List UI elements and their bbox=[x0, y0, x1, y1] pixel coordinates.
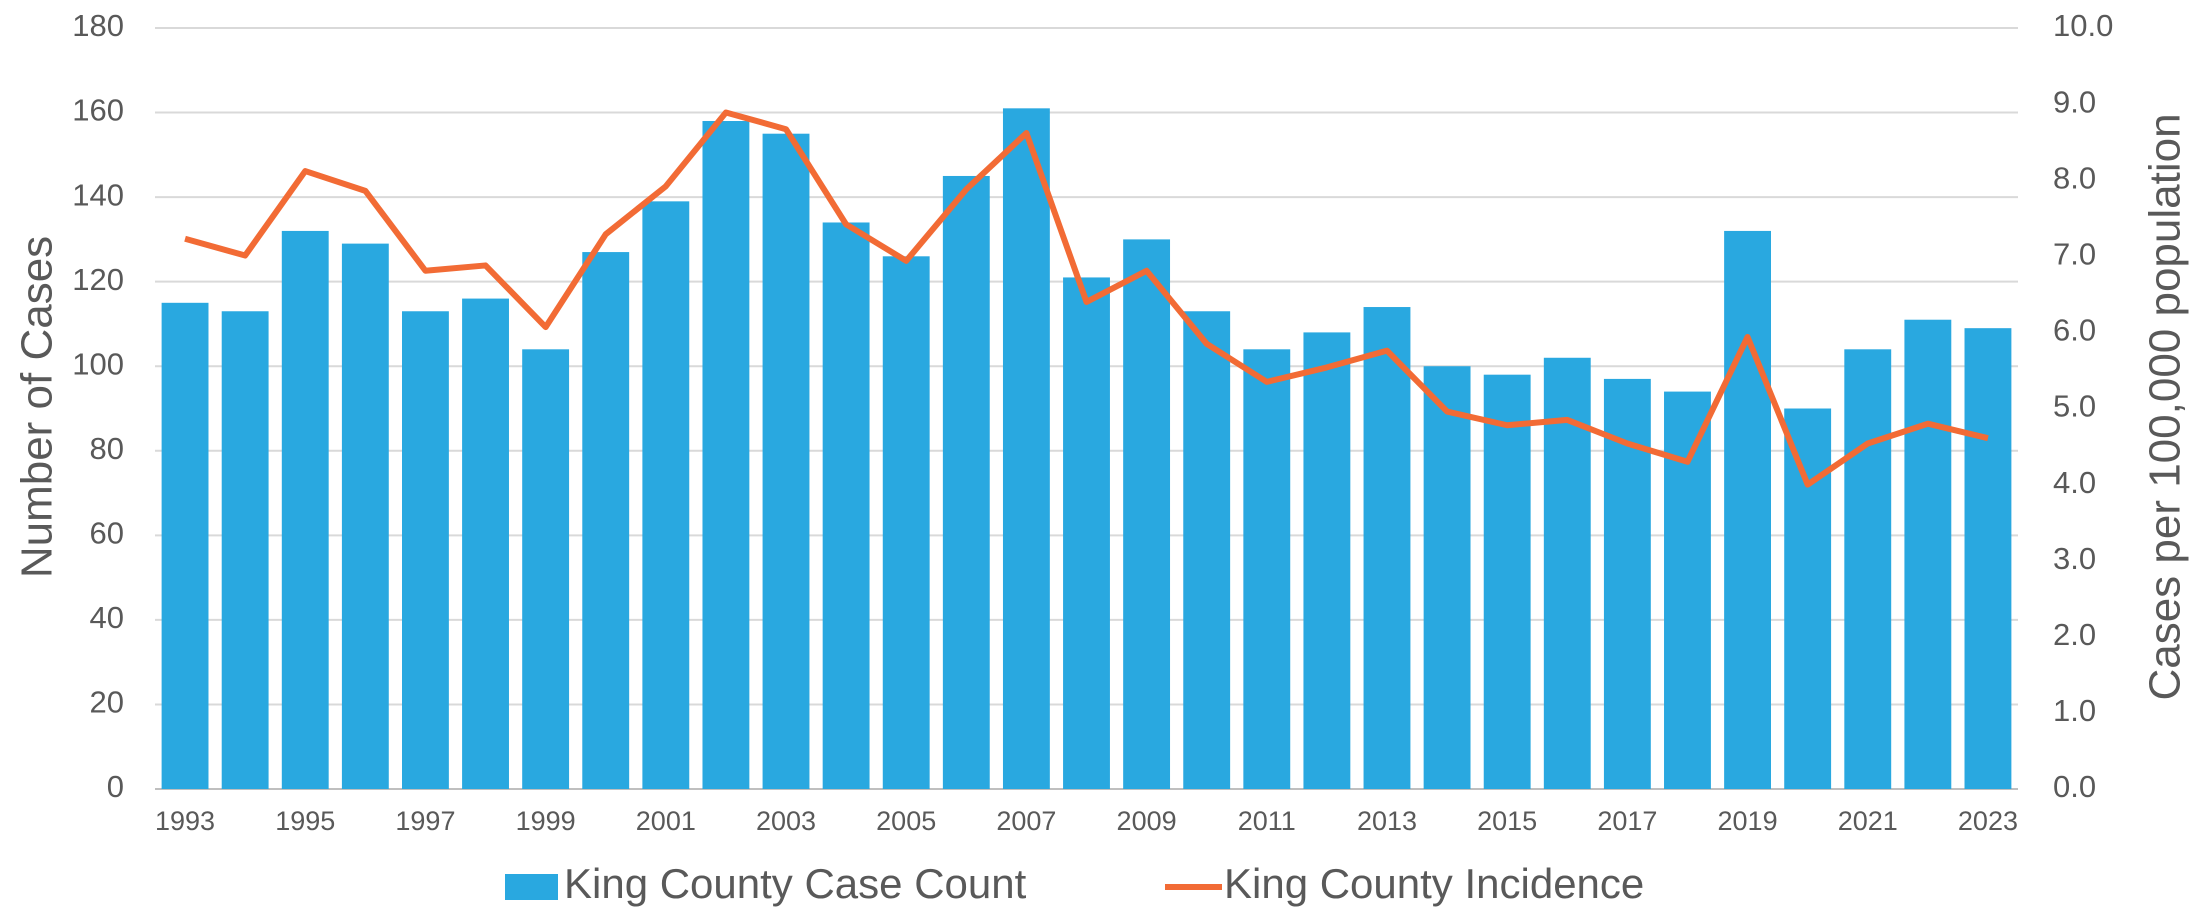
bar bbox=[1784, 408, 1832, 789]
y2-tick-label: 9.0 bbox=[2053, 84, 2096, 119]
y-tick-label: 60 bbox=[90, 516, 124, 551]
bar bbox=[582, 252, 630, 790]
x-tick-label: 2009 bbox=[1117, 806, 1177, 836]
y2-axis-label: Cases per 100,000 population bbox=[2141, 113, 2190, 700]
bar bbox=[1183, 311, 1231, 789]
bar bbox=[762, 133, 810, 789]
bar bbox=[462, 298, 509, 789]
line bbox=[184, 109, 1989, 488]
y-tick-label: 160 bbox=[72, 93, 124, 128]
y-tick-label: 140 bbox=[72, 177, 124, 212]
bar bbox=[702, 121, 750, 789]
x-tick-label: 2003 bbox=[756, 806, 816, 836]
x-tick-label: 2001 bbox=[636, 806, 696, 836]
legend-swatch bbox=[505, 874, 558, 900]
y-tick-label: 20 bbox=[90, 685, 124, 720]
bar bbox=[942, 175, 990, 789]
x-tick-label: 1999 bbox=[516, 806, 576, 836]
bar bbox=[522, 349, 570, 789]
x-tick-label: 1997 bbox=[395, 806, 455, 836]
bar bbox=[1964, 328, 2012, 789]
bar bbox=[1844, 349, 1892, 789]
y-tick-label: 80 bbox=[90, 431, 124, 466]
y2-tick-label: 4.0 bbox=[2053, 465, 2096, 500]
y2-tick-label: 5.0 bbox=[2053, 389, 2096, 424]
x-tick-label: 2021 bbox=[1838, 806, 1898, 836]
bar bbox=[1063, 277, 1110, 789]
y2-tick-label: 2.0 bbox=[2053, 617, 2096, 652]
x-tick-label: 2013 bbox=[1357, 806, 1417, 836]
bar bbox=[642, 201, 690, 790]
x-tick-label: 1993 bbox=[155, 806, 215, 836]
x-tick-label: 2023 bbox=[1958, 806, 2018, 836]
bar bbox=[1243, 349, 1291, 789]
y2-tick-label: 0.0 bbox=[2053, 769, 2096, 804]
y2-tick-label: 10.0 bbox=[2053, 8, 2113, 43]
bar bbox=[1904, 319, 1952, 789]
y2-tick-label: 6.0 bbox=[2053, 313, 2096, 348]
x-tick-label: 2015 bbox=[1477, 806, 1537, 836]
x-tick-label: 2011 bbox=[1238, 806, 1296, 836]
bar bbox=[161, 302, 209, 789]
bar bbox=[1724, 230, 1772, 789]
bar bbox=[1123, 239, 1171, 789]
bar bbox=[1664, 391, 1711, 789]
bar bbox=[822, 222, 870, 789]
y-tick-label: 180 bbox=[72, 8, 124, 43]
legend-label: King County Incidence bbox=[1224, 860, 1644, 907]
bar bbox=[401, 311, 449, 789]
y2-tick-label: 1.0 bbox=[2053, 693, 2096, 728]
bar bbox=[341, 243, 389, 789]
bar bbox=[1543, 357, 1591, 789]
y-tick-label: 0 bbox=[107, 769, 124, 804]
y-tick-label: 40 bbox=[90, 600, 124, 635]
bar bbox=[1002, 108, 1050, 790]
x-tick-label: 2019 bbox=[1718, 806, 1778, 836]
y-tick-label: 100 bbox=[72, 346, 124, 381]
bar bbox=[281, 230, 329, 789]
x-tick-label: 2005 bbox=[876, 806, 936, 836]
y-axis-label: Number of Cases bbox=[13, 236, 62, 578]
x-tick-label: 1995 bbox=[275, 806, 335, 836]
bar bbox=[1423, 366, 1471, 789]
bar bbox=[1303, 332, 1351, 789]
bar bbox=[882, 256, 930, 789]
x-tick-label: 2007 bbox=[996, 806, 1056, 836]
legend-label: King County Case Count bbox=[564, 860, 1027, 907]
y-tick-label: 120 bbox=[72, 262, 124, 297]
bar bbox=[1363, 307, 1411, 789]
x-tick-label: 2017 bbox=[1597, 806, 1657, 836]
y2-tick-label: 8.0 bbox=[2053, 160, 2096, 195]
y2-tick-label: 3.0 bbox=[2053, 541, 2096, 576]
bar bbox=[221, 311, 269, 789]
y2-tick-label: 7.0 bbox=[2053, 236, 2096, 271]
bar bbox=[1483, 374, 1531, 789]
